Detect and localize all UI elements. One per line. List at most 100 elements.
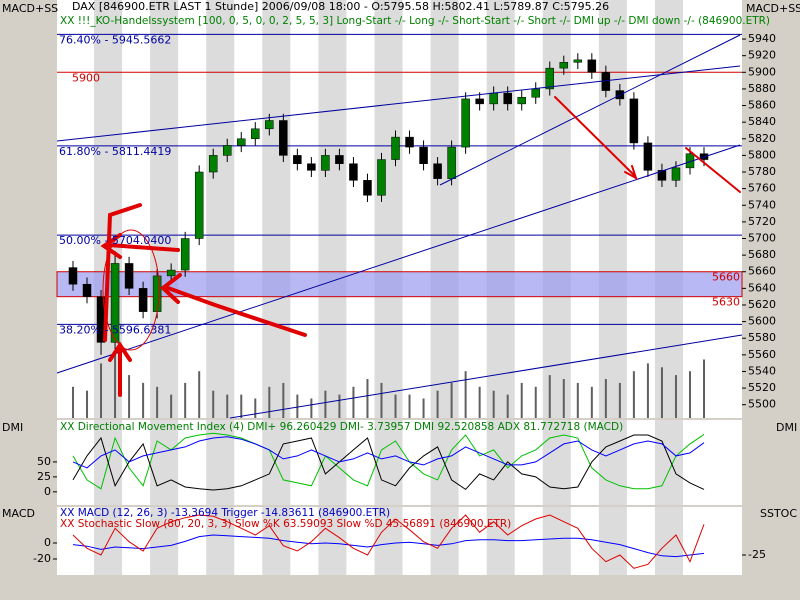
candle-body (110, 263, 120, 343)
volume-bar (114, 351, 117, 418)
volume-bar (394, 394, 397, 418)
volume-bar (198, 371, 201, 418)
volume-bar (282, 382, 285, 418)
chart-subtitle: XX !!!_KO-Handelssystem [100, 0, 5, 0, 0… (60, 15, 770, 27)
candle-body (433, 163, 442, 179)
volume-bar (324, 390, 327, 418)
y-tick-label: 5840 (748, 115, 776, 128)
volume-bar (674, 375, 677, 418)
y-tick-label: 5600 (748, 315, 776, 328)
y-tick-label: 5820 (748, 132, 776, 145)
series-line (72, 432, 705, 490)
candle-body (124, 263, 134, 289)
volume-bar (170, 394, 173, 418)
candle-body (629, 98, 639, 144)
arrow-head (100, 233, 122, 259)
series-line (72, 534, 705, 558)
volume-bar (492, 390, 495, 418)
candle-body (671, 167, 681, 181)
arrow (108, 341, 132, 397)
trendlines (56, 34, 743, 419)
volume-bar (646, 363, 649, 418)
arrow (685, 147, 741, 193)
volume-bar (212, 390, 215, 418)
candle-body (166, 269, 176, 277)
chart-title: DAX [846900.ETR LAST 1 Stunde] 2006/09/0… (72, 0, 609, 13)
y-tick-label: 5720 (748, 215, 776, 228)
level-label: 61.80% - 5811.4419 (59, 145, 171, 158)
volume-bar (450, 382, 453, 418)
day-shade (430, 0, 459, 418)
y-tick-label: 5900 (748, 65, 776, 78)
candle-body (152, 275, 162, 312)
y-tick-label: 5560 (748, 348, 776, 361)
volume-bar (156, 386, 159, 418)
candle-body (194, 171, 204, 239)
panel-title: XX Directional Movement Index (4) DMI+ 9… (60, 421, 623, 433)
candle-body (180, 238, 190, 271)
candle-body (587, 59, 597, 73)
panel-label: MACD (2, 507, 35, 520)
y-tick-label: 5520 (748, 381, 776, 394)
volume-bar (520, 382, 523, 418)
y-tick-label: 5680 (748, 248, 776, 261)
volume-bar (226, 394, 229, 418)
day-shade (542, 507, 571, 575)
candle-body (545, 67, 555, 90)
candle-body (657, 170, 667, 181)
candle-body (138, 288, 148, 312)
candle-body (293, 155, 302, 164)
candle-body (82, 283, 92, 297)
candle-body (489, 92, 498, 105)
day-shade (430, 507, 459, 575)
panel-label: MACD+SS (2, 2, 58, 15)
volume-bar (436, 390, 439, 418)
volume-bar (464, 371, 467, 418)
y-tick-label: 5540 (748, 364, 776, 377)
y-tick-label: 5920 (748, 49, 776, 62)
arrow (554, 96, 636, 177)
panel-title: XX MACD (12, 26, 3) -13.3694 Trigger -14… (60, 507, 390, 519)
volume-bar (548, 375, 551, 418)
candle-body (307, 163, 316, 171)
candle-body (643, 142, 653, 171)
volume-bar (128, 375, 131, 418)
panel-label: DMI (2, 421, 23, 434)
day-shade (598, 0, 627, 418)
trendline (439, 34, 741, 186)
y-tick-label: 5660 (748, 265, 776, 278)
annotations (100, 96, 741, 397)
day-shade (150, 507, 179, 575)
day-shade (374, 420, 403, 505)
panel-subtitle: XX Stochastic Slow (80, 20, 3, 3) Slow %… (60, 518, 511, 530)
y-tick-label: -20 (33, 552, 51, 565)
trendline (56, 144, 741, 374)
series-line (72, 514, 705, 569)
level-label: 76.40% - 5945.5662 (59, 33, 171, 46)
volume-bar (660, 367, 663, 418)
volume-bar (240, 394, 243, 418)
candle-body (447, 146, 456, 179)
candle-body (391, 136, 400, 160)
day-shade (262, 420, 291, 505)
panel-label: DMI (776, 421, 797, 434)
day-shade (598, 507, 627, 575)
day-shade (542, 420, 571, 505)
candle-body (349, 163, 358, 181)
day-shade (318, 0, 347, 418)
volume-bar (380, 382, 383, 418)
volume-bar (86, 390, 89, 418)
candle-body (222, 145, 232, 156)
day-shade (374, 507, 403, 575)
candle-body (265, 120, 274, 130)
candle-body (405, 136, 414, 148)
volume-bar (184, 382, 187, 418)
day-shade (206, 507, 235, 575)
y-tick-label: 5580 (748, 331, 776, 344)
candle-body (517, 96, 526, 105)
candle-body (68, 267, 78, 285)
y-tick-label: 5780 (748, 165, 776, 178)
volume-bar (688, 371, 691, 418)
